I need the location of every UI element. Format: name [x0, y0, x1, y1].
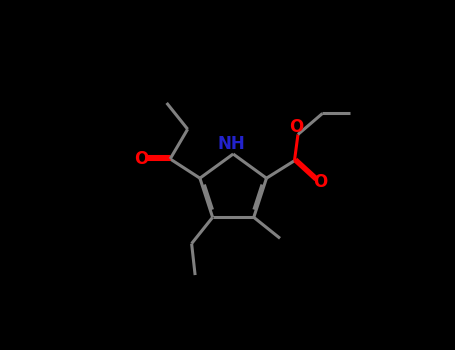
- Text: O: O: [313, 173, 328, 191]
- Text: NH: NH: [217, 135, 245, 153]
- Text: O: O: [134, 150, 149, 168]
- Text: O: O: [289, 118, 303, 136]
